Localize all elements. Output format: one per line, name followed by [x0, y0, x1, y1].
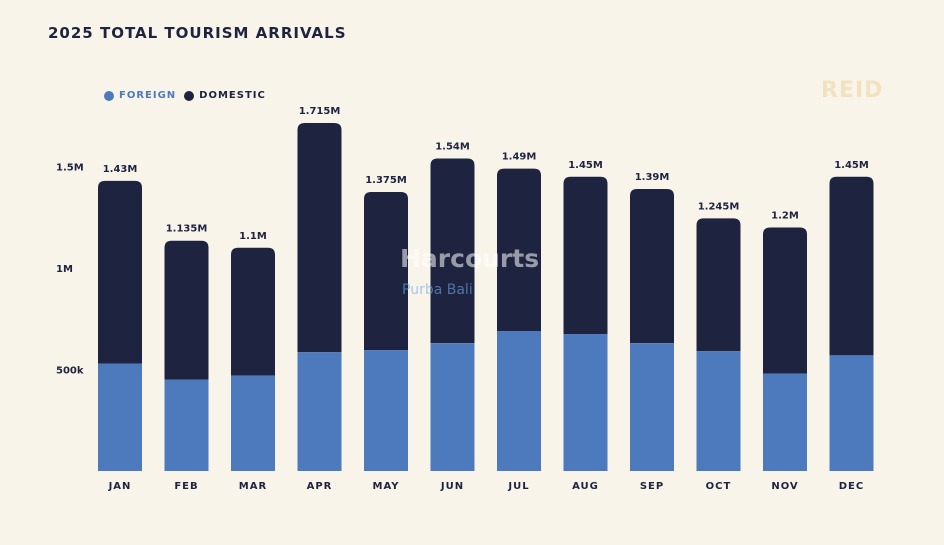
bar-foreign: [563, 334, 608, 471]
bar-foreign: [297, 352, 342, 471]
y-tick-label: 500k: [56, 366, 84, 377]
bar-domestic: [763, 227, 807, 374]
x-tick-label: NOV: [771, 481, 798, 492]
chart-title: 2025 TOTAL TOURISM ARRIVALS: [48, 24, 347, 42]
legend: FOREIGN DOMESTIC: [104, 90, 266, 101]
x-tick-label: DEC: [839, 481, 864, 492]
legend-label-foreign: FOREIGN: [119, 90, 177, 101]
bar-total-label: 1.54M: [435, 142, 470, 153]
bar-domestic: [630, 188, 674, 344]
bar-domestic: [696, 218, 741, 352]
x-tick-label: OCT: [706, 481, 732, 492]
bar-total-label: 1.375M: [365, 175, 407, 186]
y-axis: 500k 1M 1.5M: [56, 163, 84, 377]
bar-domestic: [231, 247, 275, 376]
watermark-text: Harcourts: [400, 244, 540, 273]
bar-foreign: [763, 373, 807, 471]
bar-total-label: 1.245M: [698, 201, 740, 212]
x-tick-label: SEP: [640, 481, 664, 492]
legend-label-domestic: DOMESTIC: [199, 90, 266, 101]
watermark-subtext: Purba Bali: [402, 282, 473, 298]
bar-domestic: [297, 123, 342, 353]
bar-foreign: [829, 355, 874, 471]
bar-domestic: [497, 168, 541, 331]
bar-foreign: [430, 343, 475, 471]
legend-item-domestic: DOMESTIC: [184, 90, 266, 101]
bar-total-label: 1.43M: [103, 164, 138, 175]
x-axis: JAN FEB MAR APR MAY JUN JUL AUG SEP OCT NOV DEC: [108, 481, 864, 492]
bar-foreign: [630, 343, 674, 471]
foreign-dot-icon: [104, 90, 114, 101]
brand-logo: REID: [821, 78, 884, 103]
x-tick-label: MAY: [373, 481, 400, 492]
bar-domestic: [98, 180, 142, 364]
bar-total-label: 1.45M: [834, 160, 869, 171]
bar-domestic: [164, 240, 209, 380]
bar-total-label: 1.39M: [635, 172, 670, 183]
bar-domestic: [364, 191, 408, 351]
x-tick-label: FEB: [174, 481, 198, 492]
bar-foreign: [497, 330, 541, 471]
bar-total-label: 1.1M: [239, 231, 267, 242]
x-tick-label: JAN: [108, 481, 132, 492]
x-tick-label: AUG: [572, 481, 599, 492]
x-tick-label: JUN: [440, 481, 464, 492]
bar-total-label: 1.135M: [166, 224, 208, 235]
bar-total-label: 1.49M: [502, 152, 537, 163]
bar-domestic: [563, 176, 608, 335]
x-tick-label: JUL: [507, 481, 529, 492]
bars: 1.43M 1.135M 1.1M 1.715M 1.375M 1.54M 1.49M 1.4…: [98, 106, 874, 471]
bar-foreign: [364, 350, 408, 471]
y-tick-label: 1M: [56, 264, 73, 275]
legend-item-foreign: FOREIGN: [104, 90, 176, 101]
bar-foreign: [696, 351, 741, 471]
bar-domestic: [829, 176, 874, 356]
domestic-dot-icon: [184, 90, 195, 101]
bar-foreign: [98, 363, 142, 471]
bar-foreign: [164, 379, 209, 471]
bar-foreign: [231, 375, 275, 471]
bar-total-label: 1.715M: [299, 106, 341, 117]
x-tick-label: MAR: [239, 481, 267, 492]
bar-total-label: 1.2M: [771, 211, 799, 222]
x-tick-label: APR: [307, 481, 333, 492]
bar-domestic: [430, 158, 475, 344]
y-tick-label: 1.5M: [56, 163, 84, 174]
bar-total-label: 1.45M: [568, 160, 603, 171]
